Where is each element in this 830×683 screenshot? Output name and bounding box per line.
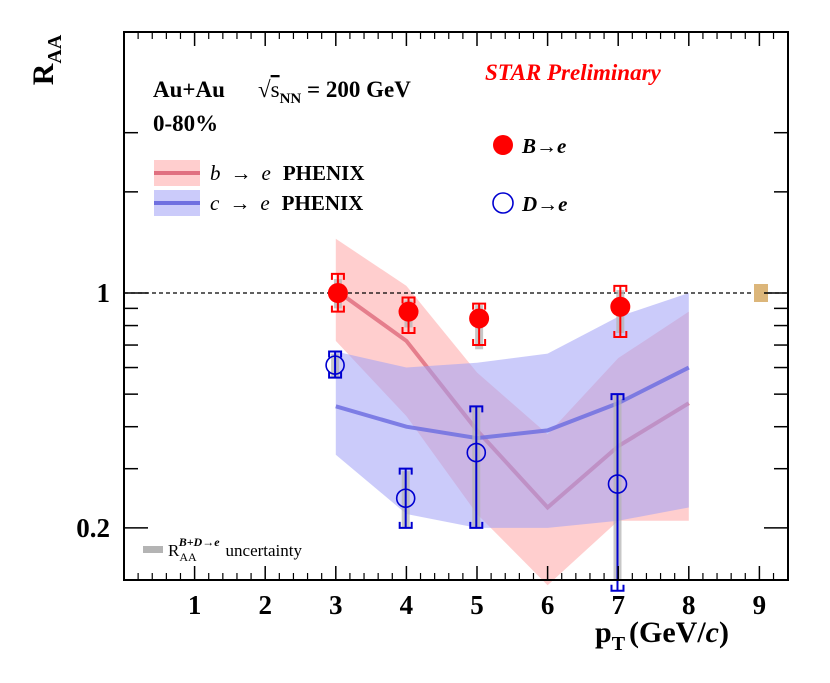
legend-series-d: D→e: [492, 192, 568, 216]
series-0-point-3-marker: [610, 296, 631, 317]
legend-uncertainty-tail: uncertainty: [226, 541, 303, 560]
energy-sqrt-symbol: √: [258, 77, 271, 102]
series-0-point-3-cap-bottom: [613, 330, 628, 338]
legend-band-b-lepton: e: [262, 161, 271, 185]
x-tick-label-7: 7: [611, 590, 625, 620]
series-1-point-2-cap-bottom: [469, 521, 484, 529]
series-1-point-3-marker: [607, 474, 628, 494]
series-0-point-1-marker: [398, 301, 419, 322]
series-1-point-2-cap-top: [469, 405, 484, 413]
series-0-point-0-cap-bottom: [330, 305, 345, 313]
series-0-point-1-cap-bottom: [401, 327, 416, 335]
series-1-point-0-marker: [325, 355, 345, 375]
x-tick-label-4: 4: [400, 590, 414, 620]
x-axis-label-units: (GeV/: [629, 616, 706, 649]
legend-band-b-experiment: PHENIX: [283, 161, 365, 185]
series-0-point-2-marker: [469, 308, 490, 329]
band-1-fill: [335, 293, 689, 528]
series-0-point-2-cap-bottom: [472, 339, 487, 347]
legend-series-b-text: B→e: [521, 134, 566, 158]
legend-band-c-text: c → e PHENIX: [210, 191, 363, 215]
legend-uncertainty: RAAB+D→e uncertainty: [143, 535, 302, 564]
x-tick-label-2: 2: [258, 590, 272, 620]
legend-band-c-experiment: PHENIX: [282, 191, 364, 215]
legend-band-b: b → e PHENIX: [154, 160, 365, 186]
series-1-point-3-cap-top: [610, 393, 625, 401]
legend-uncertainty-sup: B+D→e: [178, 535, 221, 549]
series-1-point-0-cap-bottom: [328, 371, 343, 379]
legend-uncertainty-r: R: [168, 541, 180, 560]
collision-system-label: Au+Au: [153, 77, 225, 102]
legend-series-b: B→e: [493, 134, 566, 158]
series-1-point-1-marker: [395, 488, 416, 509]
series-1-point-0-cap-top: [328, 350, 343, 358]
legend-band-b-arrow: →: [231, 161, 252, 185]
x-tick-label-8: 8: [682, 590, 696, 620]
x-tick-label-6: 6: [541, 590, 555, 620]
legend-uncertainty-text: RAAB+D→e uncertainty: [168, 535, 302, 564]
legend-band-c-quark: c: [210, 191, 220, 215]
normalization-uncertainty-box: [754, 284, 768, 302]
plot-frame: [123, 31, 789, 581]
x-axis-label: pT (GeV/c): [595, 616, 729, 655]
legend-uncertainty-swatch: [143, 546, 163, 553]
series-1-point-1-cap-bottom: [398, 521, 413, 529]
legend-series-b-marker: [493, 135, 513, 155]
band-layer: [334, 238, 690, 586]
legend-band-b-quark: b: [210, 161, 221, 185]
energy-sub: NN: [280, 91, 302, 107]
legend-series-d-marker: [492, 192, 514, 214]
x-axis-label-units-close: ): [719, 616, 729, 649]
reference-line-layer: [124, 284, 788, 302]
x-tick-label-9: 9: [753, 590, 767, 620]
y-axis-label-sub: AA: [44, 34, 66, 63]
legend-band-b-text: b → e PHENIX: [210, 161, 365, 185]
band-1-center-line: [335, 365, 690, 441]
energy-value: = 200 GeV: [301, 77, 411, 102]
y-axis-label-main: R: [27, 63, 60, 85]
series-0-point-0-marker: [327, 283, 348, 303]
x-axis-label-main: p: [595, 616, 612, 649]
x-axis-label-sub: T: [612, 633, 626, 655]
legend-series-d-text: D→e: [521, 192, 568, 216]
series-0-point-0-cap-top: [330, 272, 345, 280]
x-tick-label-3: 3: [329, 590, 343, 620]
x-tick-label-1: 1: [188, 590, 202, 620]
legend-band-c: c → e PHENIX: [154, 190, 363, 216]
energy-label: √sNN = 200 GeV: [258, 77, 411, 107]
series-1-point-2-marker: [466, 442, 487, 463]
series-1-point-1-cap-top: [398, 467, 413, 475]
preliminary-label: STAR Preliminary: [485, 60, 662, 85]
y-tick-label-0.2: 0.2: [76, 513, 110, 543]
energy-s: s: [271, 77, 280, 102]
points-layer: [325, 272, 631, 592]
legend-band-c-lepton: e: [260, 191, 269, 215]
x-axis-label-units-c: c: [706, 616, 719, 649]
series-0-point-2-cap-top: [472, 302, 487, 310]
legend-band-c-arrow: →: [229, 191, 250, 215]
legend-uncertainty-sub: AA: [179, 550, 197, 564]
y-axis-label: RAA: [27, 34, 66, 85]
series-0-point-3-cap-top: [613, 284, 628, 292]
centrality-label: 0-80%: [153, 111, 218, 136]
series-1-point-3-cap-bottom: [610, 584, 625, 592]
ticks-layer: 1 2 3 4 5 6 7 8 9 1 0.2: [76, 32, 789, 620]
series-0-point-1-cap-top: [401, 296, 416, 304]
x-tick-label-5: 5: [470, 590, 484, 620]
y-tick-label-1: 1: [97, 278, 111, 308]
